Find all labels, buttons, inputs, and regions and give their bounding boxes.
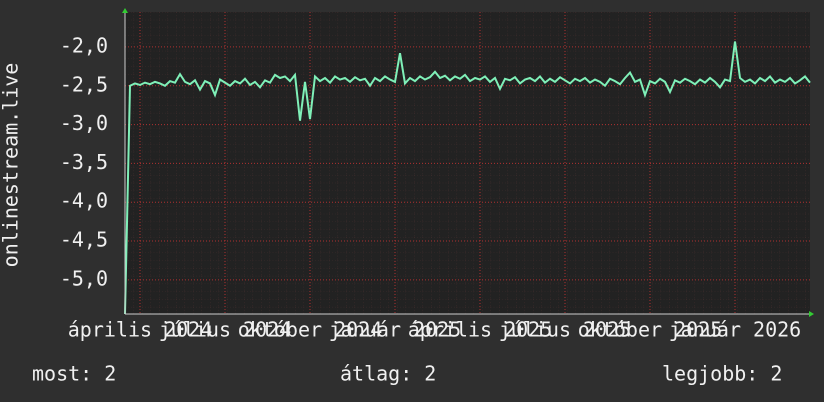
y-tick-label: -5,0 <box>60 266 108 290</box>
y-tick-label: -2,5 <box>60 72 108 96</box>
data-line <box>124 41 811 315</box>
plot <box>124 41 811 315</box>
x-tick-label: április 2024 <box>68 318 213 342</box>
y-tick-label: -4,0 <box>60 189 108 213</box>
y-tick-label: -3,5 <box>60 150 108 174</box>
x-tick-label: április 2025 <box>408 318 553 342</box>
x-tick-label: október 2025 <box>578 318 723 342</box>
footer-max: legjobb: 2 <box>662 362 782 386</box>
x-tick-label: január 2026 <box>669 318 801 342</box>
x-tick-label: július 2024 <box>159 318 291 342</box>
x-tick-label: október 2024 <box>238 318 383 342</box>
x-tick-label: július 2025 <box>499 318 631 342</box>
footer-avg: átlag: 2 <box>340 362 436 386</box>
grid <box>125 12 810 314</box>
footer-now: most: 2 <box>32 362 116 386</box>
y-tick-label: -3,0 <box>60 111 108 135</box>
y-tick-label: -2,0 <box>60 33 108 57</box>
y-axis-title: onlinestream.live <box>0 63 23 268</box>
x-tick-label: január 2025 <box>329 318 461 342</box>
y-tick-label: -4,5 <box>60 228 108 252</box>
